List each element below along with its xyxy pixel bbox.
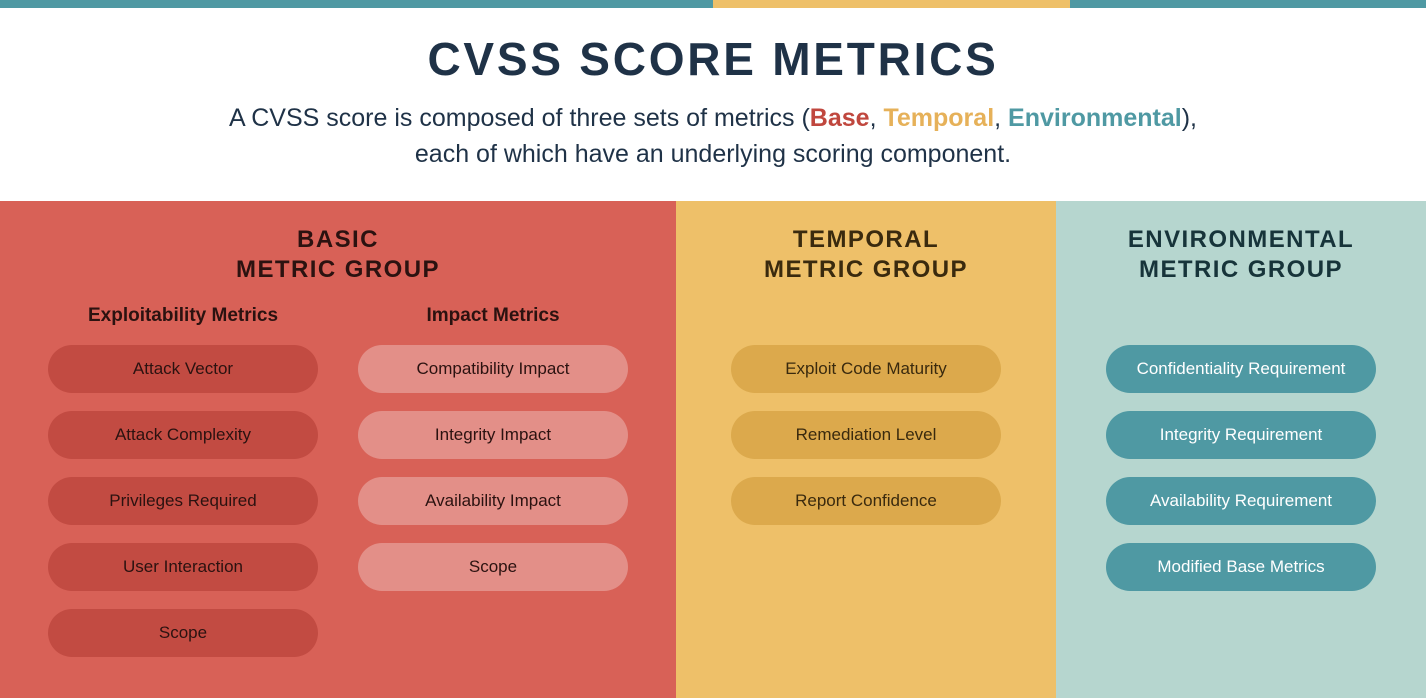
metric-pill: Integrity Impact bbox=[358, 411, 628, 459]
top-stripe bbox=[0, 0, 1426, 8]
group-title: BASIC METRIC GROUP bbox=[236, 225, 440, 285]
metric-column: Impact Metrics Compatibility Impact Integr… bbox=[358, 305, 628, 675]
metric-pill: Attack Complexity bbox=[48, 411, 318, 459]
hl-environmental: Environmental bbox=[1008, 104, 1182, 132]
page-title: CVSS SCORE METRICS bbox=[60, 32, 1366, 86]
metric-pill: Scope bbox=[358, 543, 628, 591]
top-stripe-seg bbox=[357, 0, 714, 8]
top-stripe-seg bbox=[0, 0, 357, 8]
metric-pill: Availability Requirement bbox=[1106, 477, 1376, 525]
columns: Confidentiality Requirement Integrity Req… bbox=[1080, 305, 1402, 609]
top-stripe-seg bbox=[1070, 0, 1426, 8]
metric-group-temporal: TEMPORAL METRIC GROUP Exploit Code Maturi… bbox=[676, 201, 1056, 698]
metric-group-environmental: ENVIRONMENTAL METRIC GROUP Confidentialit… bbox=[1056, 201, 1426, 698]
metric-column: Exploit Code Maturity Remediation Level Re… bbox=[731, 305, 1001, 543]
columns: Exploit Code Maturity Remediation Level Re… bbox=[700, 305, 1032, 543]
metric-pill: Compatibility Impact bbox=[358, 345, 628, 393]
metric-pill: Confidentiality Requirement bbox=[1106, 345, 1376, 393]
metric-pill: Privileges Required bbox=[48, 477, 318, 525]
metric-pill: Integrity Requirement bbox=[1106, 411, 1376, 459]
metric-pill: User Interaction bbox=[48, 543, 318, 591]
group-title: ENVIRONMENTAL METRIC GROUP bbox=[1128, 225, 1354, 285]
metric-pill: Modified Base Metrics bbox=[1106, 543, 1376, 591]
metric-pill: Availability Impact bbox=[358, 477, 628, 525]
subtitle: A CVSS score is composed of three sets o… bbox=[60, 100, 1366, 173]
subtitle-text: ), bbox=[1182, 104, 1197, 132]
metric-pill: Exploit Code Maturity bbox=[731, 345, 1001, 393]
columns: Exploitability Metrics Attack Vector Attac… bbox=[24, 305, 652, 675]
group-title: TEMPORAL METRIC GROUP bbox=[764, 225, 968, 285]
header: CVSS SCORE METRICS A CVSS score is compo… bbox=[0, 8, 1426, 201]
metric-pill: Scope bbox=[48, 609, 318, 657]
column-title: Exploitability Metrics bbox=[88, 305, 278, 327]
subtitle-text: , bbox=[870, 104, 884, 132]
subtitle-text: A CVSS score is composed of three sets o… bbox=[229, 104, 810, 132]
metric-column: Exploitability Metrics Attack Vector Attac… bbox=[48, 305, 318, 675]
metric-pill: Attack Vector bbox=[48, 345, 318, 393]
subtitle-text: each of which have an underlying scoring… bbox=[415, 140, 1011, 168]
metric-pill: Remediation Level bbox=[731, 411, 1001, 459]
subtitle-text: , bbox=[994, 104, 1008, 132]
metric-pill: Report Confidence bbox=[731, 477, 1001, 525]
metric-groups: BASIC METRIC GROUP Exploitability Metrics… bbox=[0, 201, 1426, 698]
page: CVSS SCORE METRICS A CVSS score is compo… bbox=[0, 0, 1426, 698]
hl-temporal: Temporal bbox=[883, 104, 994, 132]
hl-base: Base bbox=[810, 104, 870, 132]
column-title: Impact Metrics bbox=[426, 305, 559, 327]
metric-column: Confidentiality Requirement Integrity Req… bbox=[1106, 305, 1376, 609]
metric-group-basic: BASIC METRIC GROUP Exploitability Metrics… bbox=[0, 201, 676, 698]
top-stripe-seg bbox=[713, 0, 1070, 8]
